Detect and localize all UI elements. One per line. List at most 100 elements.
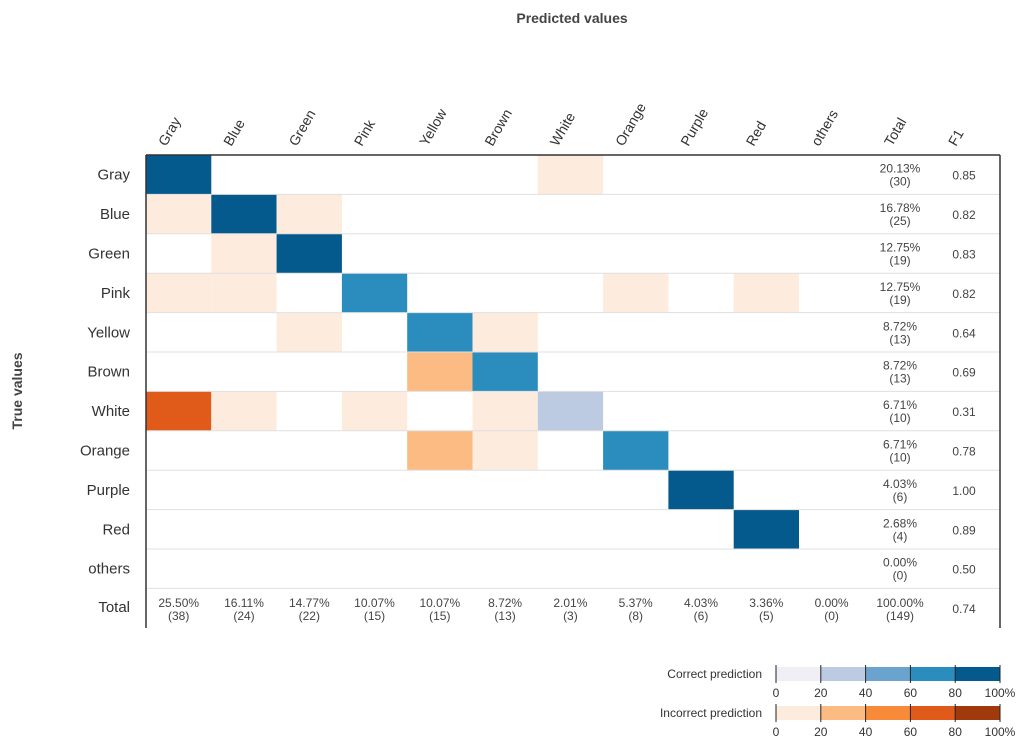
row-f1-score: 0.31 xyxy=(952,405,976,419)
column-labels: Gray Blue Green Pink Yellow Brown White Orange P… xyxy=(155,100,967,149)
overall-f1-score: 0.74 xyxy=(952,602,976,616)
column-label: Purple xyxy=(677,105,711,148)
column-label: Gray xyxy=(155,114,184,148)
total-column-header: Total xyxy=(881,115,910,149)
grand-total-count: (149) xyxy=(886,609,914,623)
legend-swatch xyxy=(820,667,866,681)
row-total-count: (0) xyxy=(893,569,908,583)
column-label: Brown xyxy=(481,106,515,148)
legend-tick-label: 60 xyxy=(904,725,918,739)
column-total-percent: 10.07% xyxy=(354,596,395,610)
column-total-percent: 5.37% xyxy=(619,596,653,610)
legend-tick-label: 40 xyxy=(859,725,873,739)
legend-swatch xyxy=(820,706,866,720)
row-label: Yellow xyxy=(87,324,130,341)
legend-swatch xyxy=(910,667,956,681)
heatmap-cell xyxy=(276,194,342,234)
row-total-count: (4) xyxy=(893,529,908,543)
row-f1-score: 0.82 xyxy=(952,287,976,301)
column-label: Orange xyxy=(612,100,649,149)
heatmap-cell xyxy=(211,273,277,313)
row-label: White xyxy=(92,403,130,420)
heatmap-cell xyxy=(211,233,277,274)
heatmap-cell xyxy=(146,155,212,195)
row-total-percent: 8.72% xyxy=(883,319,917,333)
column-total-count: (13) xyxy=(494,609,515,623)
heatmap-cell xyxy=(341,273,408,313)
row-label: Gray xyxy=(97,167,130,184)
column-total-count: (6) xyxy=(694,609,709,623)
heatmap-cell xyxy=(276,233,342,274)
row-f1-score: 0.50 xyxy=(952,563,976,577)
column-total-count: (8) xyxy=(628,609,643,623)
row-total-percent: 12.75% xyxy=(880,280,921,294)
row-label: Brown xyxy=(87,364,130,381)
legend-swatch xyxy=(910,706,956,720)
row-total-count: (13) xyxy=(889,372,910,386)
legend-tick-label: 80 xyxy=(949,725,963,739)
heatmap-cell xyxy=(146,194,212,234)
row-label: others xyxy=(88,561,130,578)
legend-tick-label: 60 xyxy=(904,686,918,700)
legend-tick-label: 40 xyxy=(859,686,873,700)
legend-swatch xyxy=(776,706,821,720)
column-total-percent: 25.50% xyxy=(158,596,199,610)
column-total-count: (38) xyxy=(168,609,189,623)
row-total-percent: 16.78% xyxy=(880,201,921,215)
row-total-count: (25) xyxy=(889,214,910,228)
heatmap-cell xyxy=(537,155,604,195)
heatmap-cell xyxy=(537,391,604,431)
column-total-count: (0) xyxy=(824,609,839,623)
row-label: Orange xyxy=(80,443,130,460)
row-f1-score: 0.83 xyxy=(952,248,976,262)
column-total-percent: 4.03% xyxy=(684,596,718,610)
column-total-percent: 10.07% xyxy=(419,596,460,610)
row-total-count: (30) xyxy=(889,175,910,189)
legend-swatch xyxy=(776,667,821,681)
column-total-count: (5) xyxy=(759,609,774,623)
legend-incorrect-label: Incorrect prediction xyxy=(660,706,762,720)
row-labels: Gray Blue Green Pink Yellow Brown White Orange P… xyxy=(80,167,131,616)
heatmap-cell xyxy=(733,273,799,313)
legend-swatch xyxy=(865,667,911,681)
heatmap-cell xyxy=(603,273,669,313)
y-axis-label: True values xyxy=(9,352,25,429)
heatmap-cell xyxy=(341,391,408,431)
legend-tick-label: 80 xyxy=(949,686,963,700)
heatmap-cell xyxy=(211,391,277,431)
legend-tick-label: 20 xyxy=(814,725,828,739)
column-total-percent: 2.01% xyxy=(553,596,587,610)
heatmap-cell xyxy=(472,430,538,471)
column-total-count: (3) xyxy=(563,609,578,623)
legend-tick-label: 20 xyxy=(814,686,828,700)
row-f1-score: 0.69 xyxy=(952,366,976,380)
legend-tick-label: 0 xyxy=(773,686,780,700)
row-f1-score: 0.78 xyxy=(952,445,976,459)
row-total-count: (13) xyxy=(889,332,910,346)
heatmap-cell xyxy=(407,312,473,352)
totals-row: 25.50%(38)16.11%(24)14.77%(22)10.07%(15)… xyxy=(158,596,976,623)
row-f1-score: 0.85 xyxy=(952,169,976,183)
row-total-percent: 12.75% xyxy=(880,241,921,255)
column-label: Red xyxy=(742,118,769,148)
heatmap-cell xyxy=(407,352,473,392)
row-total-percent: 4.03% xyxy=(883,477,917,491)
row-total-count: (6) xyxy=(893,490,908,504)
row-total-percent: 6.71% xyxy=(883,398,917,412)
row-total-count: (19) xyxy=(889,293,910,307)
column-label: Yellow xyxy=(416,105,450,148)
row-total-percent: 8.72% xyxy=(883,359,917,373)
row-label: Red xyxy=(102,521,130,538)
row-label: Blue xyxy=(100,206,130,223)
heatmap-cell xyxy=(407,430,473,471)
column-total-percent: 16.11% xyxy=(224,596,264,610)
column-total-percent: 8.72% xyxy=(488,596,522,610)
row-gridlines xyxy=(145,154,1001,628)
row-f1-score: 0.89 xyxy=(952,523,976,537)
column-total-count: (15) xyxy=(429,609,450,623)
column-total-count: (15) xyxy=(364,609,385,623)
heatmap-cells xyxy=(146,155,799,549)
column-label: White xyxy=(547,109,579,148)
heatmap-cell xyxy=(472,391,538,431)
